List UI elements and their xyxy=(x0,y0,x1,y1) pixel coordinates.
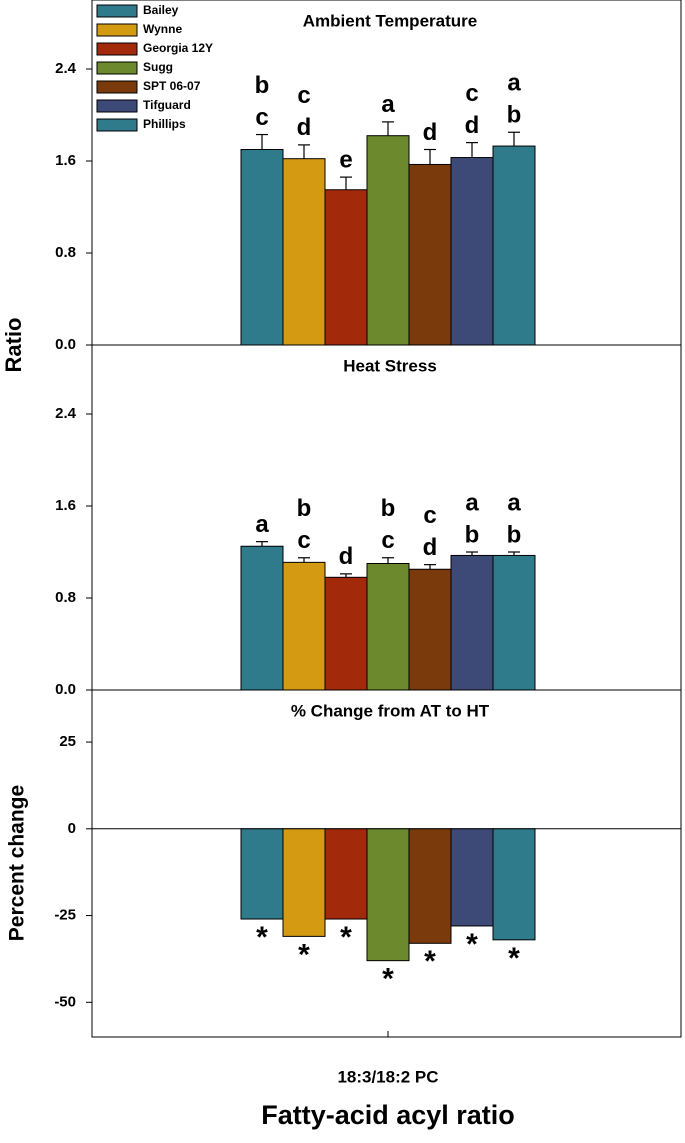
legend-swatch xyxy=(96,4,138,18)
legend-label: Sugg xyxy=(143,60,173,74)
legend-label: Bailey xyxy=(143,3,179,17)
bar xyxy=(492,554,536,691)
significance-mark: * xyxy=(256,921,268,954)
significance-mark: * xyxy=(466,928,478,961)
significance-letter: c xyxy=(423,502,436,529)
significance-letter: d xyxy=(423,119,438,146)
bar xyxy=(408,568,452,691)
legend-swatch xyxy=(96,118,138,132)
bar xyxy=(366,828,410,962)
legend-swatch xyxy=(96,23,138,37)
panel-title: Ambient Temperature xyxy=(303,11,477,30)
y-tick-label: -25 xyxy=(54,907,76,924)
bar xyxy=(408,163,452,346)
bar xyxy=(450,554,494,691)
significance-letter: b xyxy=(381,495,396,522)
bar xyxy=(492,145,536,346)
significance-mark: * xyxy=(424,945,436,978)
significance-letter: a xyxy=(381,91,395,118)
panel-title: % Change from AT to HT xyxy=(291,701,490,720)
y-tick-label: 0.8 xyxy=(55,244,76,261)
y-tick-label: 1.6 xyxy=(55,497,76,514)
significance-letter: a xyxy=(507,489,521,516)
significance-letter: b xyxy=(255,72,270,99)
significance-letter: b xyxy=(297,495,312,522)
significance-letter: d xyxy=(297,114,312,141)
bar xyxy=(450,157,494,346)
significance-letter: c xyxy=(465,80,478,107)
significance-letter: d xyxy=(423,534,438,561)
significance-letter: b xyxy=(507,102,522,129)
x-axis-label: Fatty-acid acyl ratio xyxy=(261,1100,515,1130)
bar xyxy=(240,149,284,346)
y-axis-label: Ratio xyxy=(1,318,26,373)
significance-mark: * xyxy=(340,921,352,954)
bar xyxy=(282,158,326,346)
y-tick-label: 25 xyxy=(59,733,76,750)
bar xyxy=(450,828,494,927)
y-axis-label: Percent change xyxy=(6,785,29,941)
bar xyxy=(240,828,284,920)
legend-label: Wynne xyxy=(143,22,182,36)
y-tick-label: 0.8 xyxy=(55,589,76,606)
bar xyxy=(492,828,536,941)
significance-letter: e xyxy=(339,146,352,173)
significance-mark: * xyxy=(382,963,394,996)
legend-label: Phillips xyxy=(143,117,186,131)
y-tick-label: 1.6 xyxy=(55,152,76,169)
significance-letter: a xyxy=(465,489,479,516)
legend-label: Georgia 12Y xyxy=(143,41,213,55)
y-tick-label: 2.4 xyxy=(55,405,77,422)
legend-swatch xyxy=(96,99,138,113)
y-tick-label: 0.0 xyxy=(55,336,76,353)
significance-letter: c xyxy=(297,82,310,109)
legend-swatch xyxy=(96,42,138,56)
bar xyxy=(366,563,410,691)
bar xyxy=(282,561,326,691)
significance-letter: c xyxy=(255,104,268,131)
plot-frame xyxy=(91,0,682,1038)
x-tick-label: 18:3/18:2 PC xyxy=(337,1067,438,1086)
y-tick-label: -50 xyxy=(54,993,76,1010)
significance-mark: * xyxy=(298,938,310,971)
bar xyxy=(408,828,452,944)
y-tick-label: 0 xyxy=(68,820,76,837)
bar xyxy=(282,828,326,937)
legend-swatch xyxy=(96,80,138,94)
significance-letter: a xyxy=(255,511,269,538)
significance-letter: c xyxy=(297,527,310,554)
panel-title: Heat Stress xyxy=(343,356,437,375)
significance-letter: c xyxy=(381,527,394,554)
significance-letter: a xyxy=(507,70,521,97)
legend-label: Tifguard xyxy=(143,98,191,112)
significance-letter: b xyxy=(465,521,480,548)
bar xyxy=(324,189,368,346)
significance-mark: * xyxy=(508,942,520,975)
bar xyxy=(240,545,284,691)
legend-swatch xyxy=(96,61,138,75)
significance-letter: d xyxy=(465,112,480,139)
significance-letter: b xyxy=(507,521,522,548)
legend-label: SPT 06-07 xyxy=(143,79,201,93)
y-tick-label: 2.4 xyxy=(55,60,77,77)
bar xyxy=(324,576,368,691)
bar xyxy=(324,828,368,920)
significance-letter: d xyxy=(339,543,354,570)
bar xyxy=(366,135,410,346)
y-tick-label: 0.0 xyxy=(55,681,76,698)
